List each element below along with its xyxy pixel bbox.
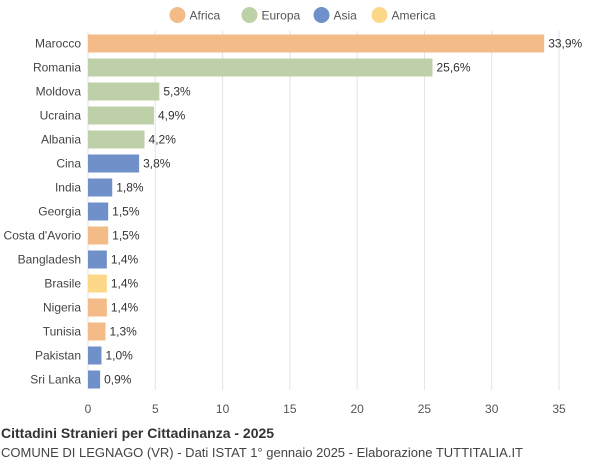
legend-label: America — [392, 9, 436, 23]
value-label: 1,0% — [105, 349, 133, 363]
bars-group — [88, 34, 545, 389]
x-tick-label: 35 — [552, 402, 566, 416]
category-label: Brasile — [44, 277, 81, 291]
value-label: 25,6% — [437, 61, 471, 75]
x-tick-label: 15 — [283, 402, 297, 416]
category-label: Bangladesh — [18, 253, 81, 267]
bar — [88, 82, 160, 101]
value-label: 1,3% — [109, 325, 137, 339]
chart-legend: Africa Europa Asia America — [169, 7, 436, 23]
category-label: Costa d'Avorio — [4, 229, 82, 243]
value-label: 1,4% — [111, 253, 139, 267]
category-label: Marocco — [35, 37, 81, 51]
value-label: 33,9% — [548, 37, 582, 51]
bar — [88, 130, 145, 149]
bar — [88, 346, 102, 365]
bar — [88, 226, 109, 245]
value-label: 1,4% — [111, 301, 139, 315]
x-tick-label: 0 — [85, 402, 92, 416]
value-label: 1,8% — [116, 181, 144, 195]
x-tick-label: 30 — [485, 402, 499, 416]
legend-swatch — [313, 7, 330, 23]
category-label: India — [55, 181, 81, 195]
category-label: Cina — [56, 157, 81, 171]
value-label: 1,5% — [112, 205, 140, 219]
legend-label: Europa — [262, 9, 301, 23]
x-tick-label: 25 — [418, 402, 432, 416]
value-label: 1,5% — [112, 229, 140, 243]
bar — [88, 370, 101, 389]
bar — [88, 322, 106, 341]
value-label: 4,9% — [158, 109, 186, 123]
category-labels: Marocco Romania Moldova Ucraina Albania Cina I… — [4, 37, 82, 387]
bar — [88, 106, 154, 125]
legend-swatch — [169, 7, 186, 23]
bar-chart: Africa Europa Asia America Marocco Romania Mo… — [4, 7, 583, 416]
legend-swatch — [241, 7, 258, 23]
bar — [88, 250, 107, 269]
value-label: 3,8% — [143, 157, 171, 171]
value-labels: 33,9% 25,6% 5,3% 4,9% 4,2% 3,8% 1,8% 1,5% 1,5% 1,… — [104, 37, 582, 387]
value-label: 0,9% — [104, 373, 132, 387]
category-label: Nigeria — [43, 301, 81, 315]
chart-title: Cittadini Stranieri per Cittadinanza - 2… — [1, 425, 275, 441]
category-label: Pakistan — [35, 349, 81, 363]
legend-label: Africa — [190, 9, 221, 23]
bar — [88, 202, 109, 221]
category-label: Sri Lanka — [30, 373, 81, 387]
value-label: 4,2% — [149, 133, 177, 147]
category-label: Romania — [33, 61, 81, 75]
category-label: Ucraina — [40, 109, 82, 123]
category-label: Tunisia — [43, 325, 82, 339]
x-tick-label: 10 — [216, 402, 230, 416]
legend-label: Asia — [334, 9, 358, 23]
bar — [88, 34, 545, 53]
x-tick-label: 20 — [350, 402, 364, 416]
category-label: Moldova — [36, 85, 82, 99]
x-tick-label: 5 — [152, 402, 159, 416]
value-label: 1,4% — [111, 277, 139, 291]
category-label: Georgia — [38, 205, 81, 219]
bar — [88, 178, 113, 197]
bar — [88, 154, 140, 173]
legend-swatch — [371, 7, 388, 23]
chart-subtitle: COMUNE DI LEGNAGO (VR) - Dati ISTAT 1° g… — [1, 445, 523, 460]
bar — [88, 298, 107, 317]
x-axis-ticks: 0 5 10 15 20 25 30 35 — [85, 402, 566, 416]
value-label: 5,3% — [163, 85, 191, 99]
category-label: Albania — [41, 133, 81, 147]
bar — [88, 274, 107, 293]
bar — [88, 58, 433, 77]
